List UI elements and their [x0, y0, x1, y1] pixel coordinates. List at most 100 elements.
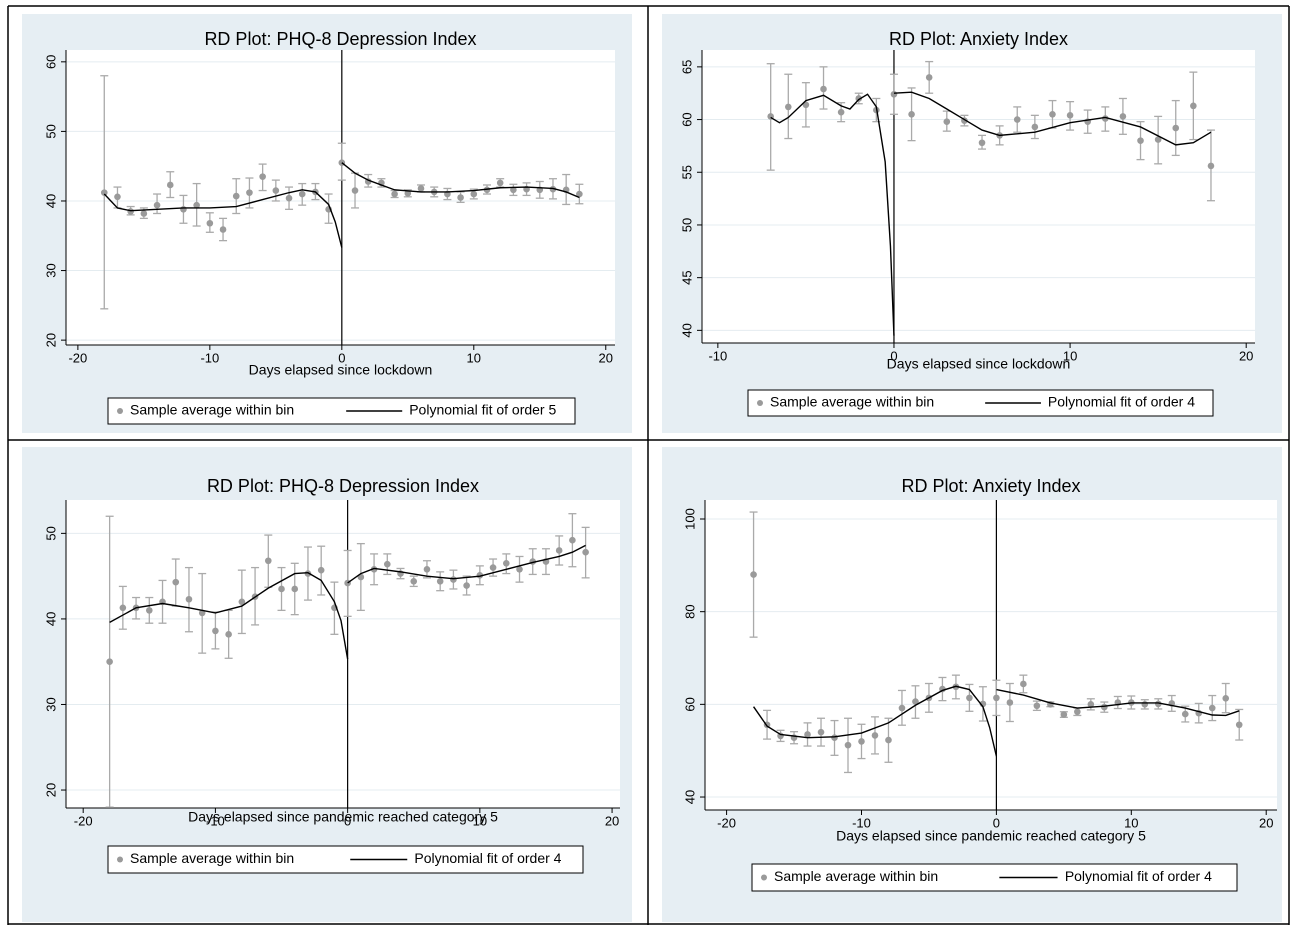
legend: Sample average within bin Polynomial fit …	[107, 845, 584, 874]
point	[278, 585, 285, 593]
point	[1141, 701, 1149, 708]
x-tick-label: -10	[206, 813, 225, 828]
point	[391, 190, 398, 198]
point	[119, 604, 127, 612]
plot-area	[66, 500, 620, 808]
point	[423, 566, 431, 573]
point	[1033, 702, 1041, 710]
fit-line	[103, 162, 580, 248]
y-tick-label: 40	[43, 612, 58, 626]
point	[114, 193, 121, 201]
y-tick-label: 40	[682, 790, 697, 804]
point	[831, 734, 838, 742]
point	[410, 577, 418, 585]
point	[291, 585, 299, 593]
fit-line	[752, 685, 1240, 757]
x-tick-label: 0	[993, 815, 1000, 830]
point	[272, 187, 280, 194]
chart-panel: 40 45 50 55 60 65 -10 0 10 20 RD Plot: Anxiety Ind…	[662, 14, 1282, 433]
point	[185, 595, 193, 603]
chart-panel: 20 30 40 50 -20 -10 0 10 20 RD Plot: PHQ-8 Depres…	[22, 447, 632, 922]
point	[1172, 124, 1180, 132]
point	[804, 731, 811, 738]
point	[1066, 112, 1074, 119]
point	[1020, 680, 1027, 688]
legend-label: Polynomial fit of order 4	[414, 850, 561, 866]
legend-box	[107, 397, 576, 425]
legend-marker	[757, 400, 763, 406]
point	[582, 548, 589, 556]
legend: Sample average within bin Polynomial fit …	[751, 863, 1238, 892]
point	[1181, 710, 1189, 718]
point	[510, 186, 517, 194]
point	[943, 118, 951, 125]
point	[1235, 721, 1243, 729]
point	[925, 74, 933, 81]
plot-area	[705, 500, 1277, 810]
point	[166, 181, 174, 189]
point	[1006, 699, 1014, 706]
point	[457, 194, 464, 201]
point	[219, 226, 227, 233]
legend-label: Polynomial fit of order 5	[409, 402, 556, 418]
y-tick-label: 50	[43, 526, 58, 540]
point	[106, 658, 113, 665]
point	[885, 736, 892, 744]
point	[1222, 695, 1230, 702]
point	[1087, 701, 1095, 708]
legend-box	[107, 845, 584, 874]
x-tick-label: 0	[344, 813, 351, 828]
legend: Sample average within bin Polynomial fit …	[107, 397, 576, 425]
x-tick-label: 20	[1239, 348, 1253, 363]
point	[225, 631, 232, 638]
chart-title: RD Plot: PHQ-8 Depression Index	[207, 476, 479, 496]
point	[1154, 136, 1162, 143]
legend-label: Sample average within bin	[770, 394, 934, 410]
y-tick-label: 50	[43, 124, 58, 138]
x-tick-label: 0	[338, 350, 345, 365]
point	[1049, 110, 1056, 118]
chart-title: RD Plot: Anxiety Index	[889, 29, 1068, 49]
point	[238, 598, 246, 606]
y-tick-label: 40	[679, 323, 694, 337]
point	[436, 577, 444, 585]
x-axis-label: Days elapsed since lockdown	[887, 356, 1071, 372]
y-tick-label: 80	[682, 604, 697, 618]
y-tick-label: 60	[679, 112, 694, 126]
panel-borders	[7, 5, 1290, 925]
y-tick-label: 60	[682, 697, 697, 711]
x-tick-label: 20	[1259, 815, 1273, 830]
x-tick-label: -10	[852, 815, 871, 830]
point	[370, 566, 378, 573]
point	[858, 738, 865, 745]
point	[1137, 137, 1144, 144]
point	[555, 547, 563, 554]
x-tick-label: -20	[717, 815, 736, 830]
x-axis-label: Days elapsed since pandemic reached cate…	[188, 809, 498, 825]
y-tick-label: 50	[679, 218, 694, 232]
y-tick-label: 40	[43, 194, 58, 208]
point	[1101, 703, 1108, 711]
point	[837, 108, 845, 116]
point	[817, 728, 825, 736]
point	[1013, 116, 1021, 123]
fit-line	[109, 544, 586, 660]
legend-marker	[761, 874, 767, 881]
point	[259, 173, 266, 180]
x-tick-label: -20	[74, 813, 93, 828]
x-tick-label: -20	[68, 350, 87, 365]
point	[172, 578, 180, 586]
point	[898, 704, 906, 712]
y-tick-label: 65	[679, 60, 694, 74]
legend-label: Polynomial fit of order 4	[1065, 868, 1212, 884]
x-tick-label: 10	[473, 813, 487, 828]
chart-panel: 20 30 40 50 60 -20 -10 0 10 20 RD Plot: PHQ-8 Depr…	[22, 14, 632, 433]
point	[298, 190, 306, 198]
point	[871, 732, 879, 739]
point	[317, 566, 325, 574]
legend-marker	[117, 408, 123, 414]
legend-box	[747, 389, 1214, 417]
point	[890, 90, 898, 98]
point	[750, 571, 757, 578]
